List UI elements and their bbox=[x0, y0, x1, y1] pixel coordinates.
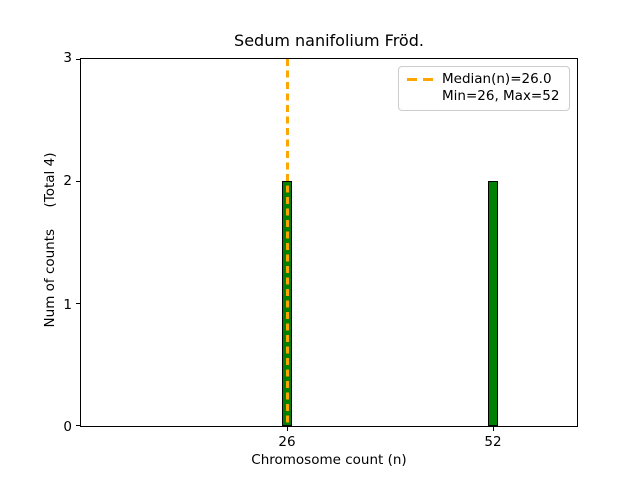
y-tick-1 bbox=[76, 303, 80, 305]
y-tick-3 bbox=[76, 59, 80, 61]
x-tick-label-52: 52 bbox=[484, 434, 502, 450]
x-tick-label-26: 26 bbox=[278, 434, 296, 450]
legend-minmax-label: Min=26, Max=52 bbox=[442, 88, 560, 104]
median-line-legend-icon bbox=[407, 78, 433, 81]
x-tick-52 bbox=[493, 427, 495, 431]
median-dashed-line bbox=[286, 59, 289, 426]
x-axis-label: Chromosome count (n) bbox=[251, 452, 407, 468]
y-tick-label-1: 1 bbox=[63, 297, 72, 313]
legend-entry-median: Median(n)=26.0 bbox=[407, 71, 561, 88]
y-tick-label-0: 0 bbox=[63, 419, 72, 435]
x-tick-26 bbox=[287, 427, 289, 431]
legend-box: Median(n)=26.0 Min=26, Max=52 bbox=[398, 66, 570, 111]
y-tick-2 bbox=[76, 181, 80, 183]
legend-entry-minmax: Min=26, Max=52 bbox=[442, 88, 561, 105]
y-tick-label-3: 3 bbox=[63, 50, 72, 66]
y-tick-label-2: 2 bbox=[63, 173, 72, 189]
chart-title: Sedum nanifolium Fröd. bbox=[234, 31, 424, 50]
bar-n52 bbox=[488, 181, 498, 426]
plot-area bbox=[76, 58, 578, 431]
legend-median-label: Median(n)=26.0 bbox=[442, 71, 552, 87]
y-tick-0 bbox=[76, 425, 80, 427]
